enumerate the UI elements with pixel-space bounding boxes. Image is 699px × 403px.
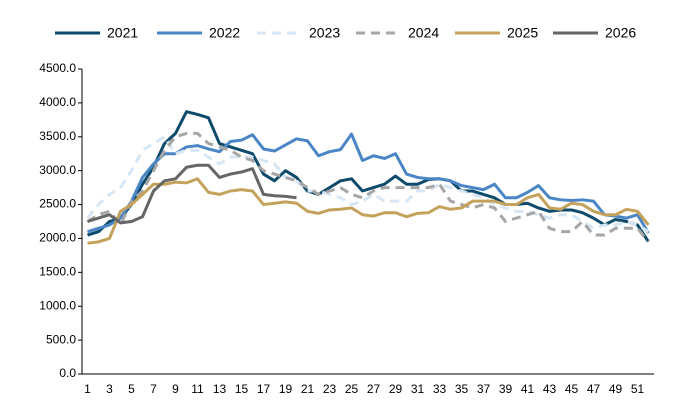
y-tick-label: 2000.0 <box>39 231 76 245</box>
legend: 2021 2022 2023 2024 2025 2026 <box>55 25 636 41</box>
y-tick-label: 1000.0 <box>39 298 76 312</box>
legend-label: 2025 <box>507 25 538 41</box>
x-tick-label: 1 <box>84 382 91 396</box>
x-tick-label: 49 <box>609 382 623 396</box>
x-tick-label: 19 <box>279 382 293 396</box>
x-tick-label: 29 <box>389 382 403 396</box>
x-tick-label: 39 <box>499 382 513 396</box>
x-tick-label: 51 <box>631 382 645 396</box>
y-tick-label: 4500.0 <box>39 61 76 75</box>
y-tick-label: 0.0 <box>59 366 76 380</box>
legend-label: 2021 <box>107 25 138 41</box>
x-tick-label: 13 <box>213 382 227 396</box>
x-tick-label: 21 <box>301 382 315 396</box>
series-line <box>87 110 650 243</box>
y-tick-label: 3500.0 <box>39 129 76 143</box>
x-tick-label: 7 <box>150 382 157 396</box>
series-line <box>87 163 297 225</box>
x-tick-label: 23 <box>323 382 337 396</box>
x-tick-label: 9 <box>172 382 179 396</box>
x-tick-label: 15 <box>235 382 249 396</box>
legend-label: 2022 <box>209 25 240 41</box>
y-tick-label: 3000.0 <box>39 163 76 177</box>
x-tick-label: 25 <box>345 382 359 396</box>
y-tick-label: 2500.0 <box>39 197 76 211</box>
legend-label: 2024 <box>408 25 439 41</box>
x-tick-label: 43 <box>543 382 557 396</box>
x-tick-label: 41 <box>521 382 535 396</box>
x-tick-label: 11 <box>191 382 204 396</box>
y-tick-label: 500.0 <box>46 332 76 346</box>
x-tick-label: 31 <box>411 382 425 396</box>
x-tick-label: 33 <box>433 382 447 396</box>
legend-label: 2026 <box>605 25 636 41</box>
x-tick-label: 5 <box>128 382 135 396</box>
y-tick-label: 1500.0 <box>39 265 76 279</box>
x-tick-label: 17 <box>257 382 271 396</box>
series-line <box>86 131 650 243</box>
x-tick-label: 45 <box>565 382 579 396</box>
x-tick-label: 37 <box>477 382 491 396</box>
series-line <box>86 135 650 233</box>
x-tick-label: 35 <box>455 382 469 396</box>
y-tick-label: 4000.0 <box>39 95 76 109</box>
x-tick-label: 47 <box>587 382 601 396</box>
x-tick-label: 27 <box>367 382 381 396</box>
series-line <box>87 132 650 234</box>
x-tick-label: 3 <box>106 382 113 396</box>
legend-label: 2023 <box>309 25 340 41</box>
series-line <box>87 177 650 245</box>
